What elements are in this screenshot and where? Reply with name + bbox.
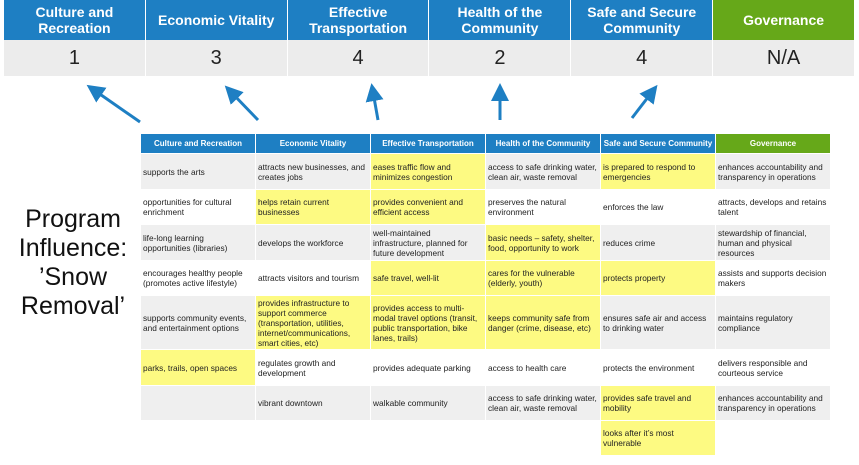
- table-cell: [485, 420, 601, 456]
- table-header-row: Culture and Recreation Economic Vitality E…: [141, 134, 831, 154]
- table-cell: attracts, develops and retains talent: [715, 189, 831, 225]
- table-cell: enforces the law: [600, 189, 716, 225]
- table-cell: provides access to multi-modal travel op…: [370, 295, 486, 350]
- summary-header: Health of the Community: [429, 0, 572, 40]
- table-cell: supports the arts: [141, 153, 256, 190]
- table-cell: [141, 420, 256, 456]
- table-row: life-long learning opportunities (librar…: [141, 224, 831, 261]
- table-cell: cares for the vulnerable (elderly, youth…: [485, 260, 601, 296]
- table-row: looks after it’s most vulnerable: [141, 420, 831, 456]
- table-cell: enhances accountability and transparency…: [715, 153, 831, 190]
- table-cell: helps retain current businesses: [255, 189, 371, 225]
- summary-value: 4: [287, 40, 430, 76]
- table-cell: attracts new businesses, and creates job…: [255, 153, 371, 190]
- table-cell: preserves the natural environment: [485, 189, 601, 225]
- table-cell: looks after it’s most vulnerable: [600, 420, 716, 456]
- table-cell: basic needs – safety, shelter, food, opp…: [485, 224, 601, 261]
- table-cell: protects the environment: [600, 349, 716, 386]
- table-cell: [255, 420, 371, 456]
- table-cell: safe travel, well-lit: [370, 260, 486, 296]
- table-row: encourages healthy people (promotes acti…: [141, 260, 831, 296]
- summary-header: Culture and Recreation: [4, 0, 146, 40]
- table-cell: stewardship of financial, human and phys…: [715, 224, 831, 261]
- column-header: Health of the Community: [485, 134, 601, 154]
- summary-value: N/A: [713, 40, 855, 76]
- table-row: supports the arts attracts new businesses…: [141, 153, 831, 190]
- table-cell: enhances accountability and transparency…: [715, 385, 831, 421]
- column-header: Effective Transportation: [370, 134, 486, 154]
- summary-value: 2: [429, 40, 572, 76]
- table-cell: provides adequate parking: [370, 349, 486, 386]
- table-cell: provides convenient and efficient access: [370, 189, 486, 225]
- summary-header: Safe and Secure Community: [571, 0, 714, 40]
- summary-value: 1: [4, 40, 146, 76]
- table-cell: is prepared to respond to emergencies: [600, 153, 716, 190]
- column-header: Safe and Secure Community: [600, 134, 716, 154]
- summary-grid: Culture and Recreation 1 Economic Vitality…: [4, 0, 855, 76]
- table-cell: assists and supports decision makers: [715, 260, 831, 296]
- table-cell: reduces crime: [600, 224, 716, 261]
- table-cell: keeps community safe from danger (crime,…: [485, 295, 601, 350]
- table-cell: provides safe travel and mobility: [600, 385, 716, 421]
- table-cell: protects property: [600, 260, 716, 296]
- table-cell: eases traffic flow and minimizes congest…: [370, 153, 486, 190]
- table-cell: access to safe drinking water, clean air…: [485, 385, 601, 421]
- summary-header: Governance: [713, 0, 855, 40]
- table-cell: parks, trails, open spaces: [141, 349, 256, 386]
- column-header: Economic Vitality: [255, 134, 371, 154]
- table-cell: ensures safe air and access to drinking …: [600, 295, 716, 350]
- influence-table: Culture and Recreation Economic Vitality E…: [141, 134, 831, 456]
- table-cell: [370, 420, 486, 456]
- table-cell: life-long learning opportunities (librar…: [141, 224, 256, 261]
- table-cell: access to health care: [485, 349, 601, 386]
- arrow-icon: [365, 83, 384, 121]
- table-row: parks, trails, open spaces regulates grow…: [141, 349, 831, 386]
- table-cell: access to safe drinking water, clean air…: [485, 153, 601, 190]
- table-cell: vibrant downtown: [255, 385, 371, 421]
- table-cell: opportunities for cultural enrichment: [141, 189, 256, 225]
- column-header: Governance: [715, 134, 831, 154]
- column-header: Culture and Recreation: [141, 134, 256, 154]
- table-cell: encourages healthy people (promotes acti…: [141, 260, 256, 296]
- arrow-icon: [86, 84, 141, 124]
- table-row: opportunities for cultural enrichment hel…: [141, 189, 831, 225]
- table-cell: develops the workforce: [255, 224, 371, 261]
- table-cell: well-maintained infrastructure, planned …: [370, 224, 486, 261]
- table-cell: [141, 385, 256, 421]
- program-influence-label: Program Influence: ’Snow Removal’: [18, 205, 128, 320]
- table-cell: maintains regulatory compliance: [715, 295, 831, 350]
- table-cell: walkable community: [370, 385, 486, 421]
- table-row: vibrant downtown walkable community access…: [141, 385, 831, 421]
- table-cell: attracts visitors and tourism: [255, 260, 371, 296]
- summary-header: Economic Vitality: [145, 0, 288, 40]
- summary-value: 3: [145, 40, 288, 76]
- table-cell: delivers responsible and courteous servi…: [715, 349, 831, 386]
- table-cell: [715, 420, 831, 456]
- table-cell: supports community events, and entertain…: [141, 295, 256, 350]
- table-cell: regulates growth and development: [255, 349, 371, 386]
- table-row: supports community events, and entertain…: [141, 295, 831, 350]
- table-cell: provides infrastructure to support comme…: [255, 295, 371, 350]
- arrow-icon: [224, 85, 260, 122]
- arrow-icon: [630, 84, 658, 119]
- summary-value: 4: [571, 40, 714, 76]
- summary-header: Effective Transportation: [287, 0, 430, 40]
